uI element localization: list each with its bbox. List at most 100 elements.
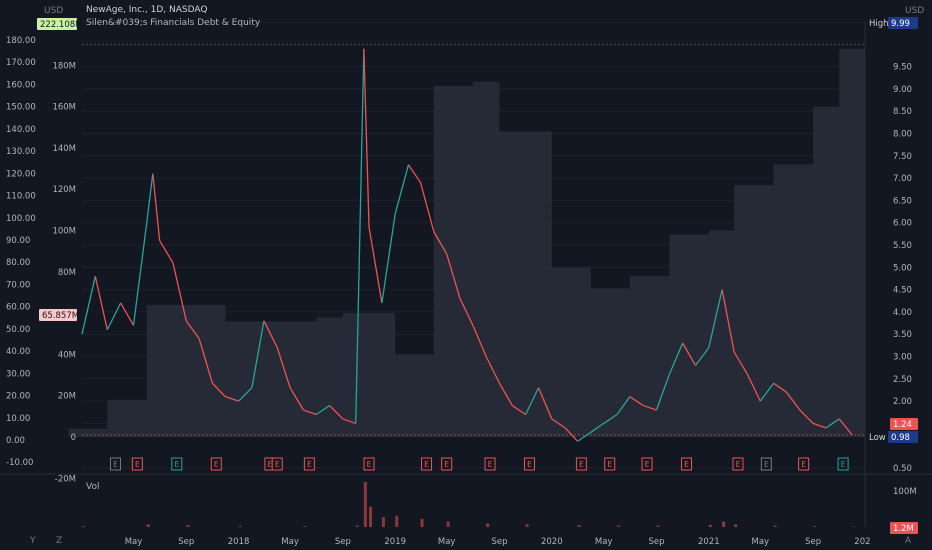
price-segment [238, 387, 253, 402]
earnings-marker-letter: E [214, 460, 219, 469]
volume-bar [617, 525, 621, 527]
price-segment [342, 418, 356, 425]
volume-bar [303, 526, 307, 527]
price-segment [263, 320, 278, 348]
earnings-marker-box [681, 457, 693, 471]
earnings-marker: E [441, 457, 453, 471]
earnings-marker-box [523, 457, 535, 471]
left-axis-tick: 120.00 [6, 169, 36, 179]
volume-axis-tick: 100M [893, 487, 917, 497]
price-segment [198, 338, 214, 384]
price-segment [759, 382, 775, 402]
high-value-bg [888, 17, 918, 29]
x-axis-tick: May [752, 537, 770, 547]
last-volume-badge-bg [890, 522, 918, 534]
volume-bar [708, 524, 712, 527]
x-axis-tick: Sep [805, 537, 821, 547]
price-segment [733, 351, 749, 375]
earnings-marker-letter: E [444, 460, 449, 469]
earnings-marker-box [271, 457, 283, 471]
earnings-marker: E [484, 457, 496, 471]
right-axis-tick: 8.00 [893, 130, 912, 140]
earnings-marker-box [109, 457, 121, 471]
earnings-marker-box [575, 457, 587, 471]
earnings-marker: E [760, 457, 772, 471]
earnings-marker: E [604, 457, 616, 471]
volume-bar [852, 526, 856, 527]
left-axis-tick: 50.00 [6, 325, 30, 335]
volume-bar [420, 518, 424, 527]
earnings-marker-letter: E [764, 460, 769, 469]
price-segment [472, 325, 487, 357]
volume-bar [722, 521, 726, 527]
indicator-axis-tick: 80M [58, 268, 76, 278]
price-segment [511, 405, 526, 416]
right-axis-tick: 9.50 [893, 63, 912, 73]
earnings-marker-letter: E [684, 460, 689, 469]
axis-y-button[interactable]: Y [30, 536, 36, 546]
earnings-marker: E [131, 457, 143, 471]
left-axis-tick: 60.00 [6, 303, 30, 313]
earnings-marker-box [303, 457, 315, 471]
left-axis-tick: 140.00 [6, 125, 36, 135]
low-value-bg [888, 431, 918, 443]
right-axis-tick: 5.50 [893, 241, 912, 251]
volume-bar [446, 521, 450, 527]
price-segment [211, 382, 226, 398]
indicator-axis-tick: 20M [58, 392, 76, 402]
price-segment [289, 387, 304, 411]
earnings-marker: E [798, 457, 810, 471]
symbol-title: NewAge, Inc., 1D, NASDAQ [86, 5, 208, 15]
price-series [81, 48, 853, 442]
earnings-marker-box [441, 457, 453, 471]
price-segment [120, 302, 135, 326]
price-segment [603, 413, 618, 424]
high-value: 9.99 [888, 17, 918, 29]
price-segment [812, 422, 827, 429]
left-top-marker-text: 222.108M [40, 20, 82, 30]
earnings-marker-box [732, 457, 744, 471]
price-segment [708, 289, 723, 348]
volume-bar [395, 515, 399, 527]
earnings-marker-letter: E [424, 460, 429, 469]
x-axis-tick: 202 [854, 537, 870, 547]
right-axis-tick: 9.00 [893, 85, 912, 95]
price-segment [785, 391, 801, 411]
price-segment [276, 347, 291, 388]
price-segment [799, 409, 814, 424]
axis-auto-button[interactable]: A [905, 536, 912, 546]
last-volume-badge: 1.2M [890, 522, 918, 534]
price-segment [251, 320, 265, 388]
left-axis-tick: 40.00 [6, 347, 30, 357]
price-segment [695, 347, 710, 366]
price-segment [825, 418, 840, 429]
earnings-marker-letter: E [488, 460, 493, 469]
price-segment [446, 253, 461, 299]
right-axis-tick: 0.50 [893, 464, 912, 474]
earnings-marker-box [760, 457, 772, 471]
low-label: Low [866, 431, 888, 443]
left-axis-tick: 130.00 [6, 147, 36, 157]
left-axis-tick: 30.00 [6, 369, 30, 379]
volume-bar [773, 525, 777, 527]
price-segment [225, 396, 239, 402]
earnings-marker-box [604, 457, 616, 471]
price-segment [746, 374, 761, 402]
right-axis-tick: 2.00 [893, 397, 912, 407]
earnings-marker-letter: E [645, 460, 650, 469]
price-segment [564, 427, 579, 442]
volume-bar [734, 524, 738, 527]
left-mid-marker: 65.857M [39, 309, 79, 321]
earnings-marker-letter: E [841, 460, 846, 469]
right-axis-tick: 8.50 [893, 107, 912, 117]
axis-z-button[interactable]: Z [56, 536, 63, 546]
price-segment [721, 289, 735, 353]
x-axis-tick: Sep [491, 537, 507, 547]
price-segment [159, 240, 174, 264]
left-axis-tick: 80.00 [6, 258, 30, 268]
left-axis-tick: 100.00 [6, 214, 36, 224]
earnings-marker: E [109, 457, 121, 471]
price-segment [94, 276, 108, 330]
earnings-marker-box [421, 457, 433, 471]
low-value: 0.98 [888, 431, 918, 443]
